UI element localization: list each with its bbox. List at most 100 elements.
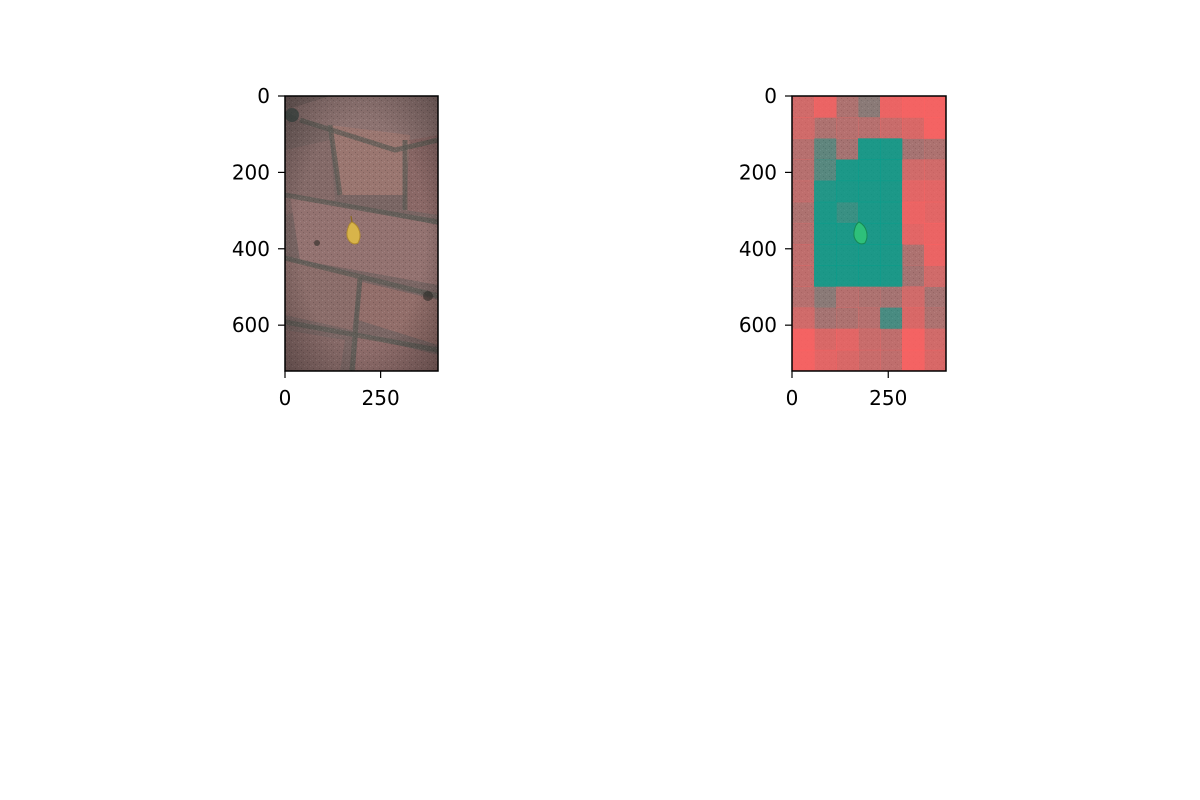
heatmap-cell (924, 222, 946, 245)
heatmap-cell (814, 349, 837, 371)
heatmap-cell (814, 117, 837, 139)
heatmap-cell (814, 307, 837, 330)
heatmap-cell (814, 201, 837, 224)
heatmap-cell (880, 286, 903, 309)
x-tick-label-left: 250 (362, 386, 400, 410)
original-image-panel: 0 250 0 200 400 600 (232, 84, 439, 410)
heatmap-cell (924, 159, 946, 182)
heatmap-cell (924, 244, 946, 266)
heatmap-cell (924, 265, 946, 287)
heatmap-cell (792, 328, 815, 351)
heatmap-cell (792, 96, 815, 118)
heatmap-cell (880, 265, 903, 287)
y-tick-label-left: 400 (232, 237, 270, 261)
heatmap-cells (792, 96, 946, 371)
heatmap-cell (814, 286, 837, 309)
heatmap-cell (924, 96, 946, 118)
heatmap-cell (814, 222, 837, 245)
axes-ticks-right: 0 250 0 200 400 600 (739, 84, 908, 410)
heatmap-cell (792, 222, 815, 245)
heatmap-cell (792, 201, 815, 224)
heatmap-cell (902, 201, 925, 224)
y-tick-label-right: 400 (739, 237, 777, 261)
heatmap-cell (880, 222, 903, 245)
heatmap-cell (924, 201, 946, 224)
heatmap-cell (792, 244, 815, 266)
heatmap-cell (814, 138, 837, 160)
heatmap-cell (858, 117, 881, 139)
heatmap-cell (858, 96, 881, 118)
heatmap-cell (836, 159, 859, 182)
heatmap-cell (814, 244, 837, 266)
y-tick-label-left: 200 (232, 160, 270, 184)
heatmap-cell (902, 307, 925, 330)
heatmap-cell (836, 96, 859, 118)
heatmap-cell (814, 328, 837, 351)
axes-ticks-left: 0 250 0 200 400 600 (232, 84, 400, 410)
leaf-icon (853, 221, 868, 245)
heatmap-cell (792, 349, 815, 371)
heatmap-cell (880, 307, 903, 330)
y-tick-label-right: 200 (739, 160, 777, 184)
heatmap-cell (880, 159, 903, 182)
leaf-icon (346, 215, 361, 245)
heatmap-cell (924, 349, 946, 371)
heatmap-cell (858, 328, 881, 351)
heatmap-cell (924, 307, 946, 330)
heatmap-cell (836, 138, 859, 160)
heatmap-cell (792, 138, 815, 160)
heatmap-cell (880, 201, 903, 224)
heatmap-cell (836, 180, 859, 203)
heatmap-cell (858, 159, 881, 182)
heatmap-cell (902, 349, 925, 371)
axes-frame-left (284, 95, 439, 372)
x-tick-label-left: 0 (279, 386, 292, 410)
heatmap-cell (902, 117, 925, 139)
overlay-image-panel: 0 250 0 200 400 600 (739, 84, 947, 410)
heatmap-cell (902, 96, 925, 118)
heatmap-cell (880, 117, 903, 139)
y-tick-label-left: 0 (257, 84, 270, 108)
heatmap-cell (836, 328, 859, 351)
x-tick-label-right: 0 (786, 386, 799, 410)
heatmap-cell (836, 201, 859, 224)
heatmap-cell (880, 138, 903, 160)
heatmap-cell (880, 96, 903, 118)
heatmap-cell (902, 222, 925, 245)
heatmap-cell (792, 286, 815, 309)
heatmap-cell (902, 159, 925, 182)
y-tick-label-left: 600 (232, 313, 270, 337)
heatmap-cell (858, 286, 881, 309)
heatmap-cell (880, 244, 903, 266)
heatmap-cell (858, 180, 881, 203)
heatmap-cell (836, 244, 859, 266)
heatmap-cell (924, 180, 946, 203)
heatmap-cell (814, 96, 837, 118)
heatmap-cell (924, 328, 946, 351)
heatmap-cell (836, 307, 859, 330)
heatmap-cell (880, 328, 903, 351)
heatmap-cell (858, 138, 881, 160)
heatmap-cell (880, 180, 903, 203)
heatmap-cell (858, 201, 881, 224)
heatmap-cell (924, 117, 946, 139)
heatmap-cell (792, 180, 815, 203)
heatmap-cell (924, 286, 946, 309)
heatmap-cell (924, 138, 946, 160)
heatmap-cell (902, 180, 925, 203)
axes-frame-right (791, 95, 947, 372)
heatmap-cell (814, 265, 837, 287)
heatmap-cell (836, 349, 859, 371)
heatmap-cell (836, 222, 859, 245)
heatmap-cell (902, 286, 925, 309)
heatmap-cell (814, 180, 837, 203)
heatmap-cell (836, 286, 859, 309)
heatmap-cell (858, 349, 881, 371)
heatmap-cell (902, 265, 925, 287)
x-tick-label-right: 250 (869, 386, 907, 410)
y-tick-label-right: 600 (739, 313, 777, 337)
heatmap-cell (792, 159, 815, 182)
heatmap-cell (902, 328, 925, 351)
y-tick-label-right: 0 (764, 84, 777, 108)
